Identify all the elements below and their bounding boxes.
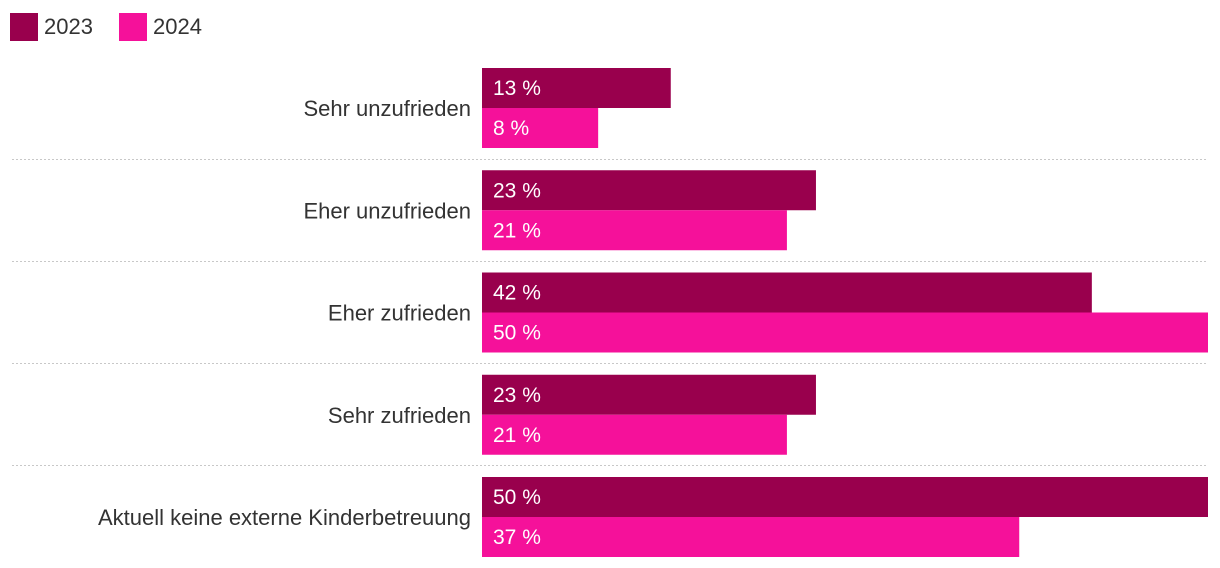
legend-label-2024: 2024 [153, 14, 202, 39]
category-label-eher-unzufrieden: Eher unzufrieden [303, 198, 471, 223]
bar-2023-aktuell-keine-externe-kinderbetreuung [482, 477, 1208, 517]
row-separators [12, 159, 1208, 466]
bar-label-2024-aktuell-keine-externe-kinderbetreuung: 37 % [493, 526, 541, 549]
bar-label-2024-eher-zufrieden: 50 % [493, 322, 541, 345]
bar-label-2024-sehr-zufrieden: 21 % [493, 424, 541, 447]
category-labels: Sehr unzufrieden Eher unzufrieden Eher zuf… [98, 96, 471, 530]
category-label-eher-zufrieden: Eher zufrieden [328, 301, 471, 326]
bars [482, 68, 1208, 557]
bar-label-2024-eher-unzufrieden: 21 % [493, 219, 541, 242]
legend-label-2023: 2023 [44, 14, 93, 39]
bar-label-2024-sehr-unzufrieden: 8 % [493, 117, 529, 140]
legend-swatch-2024 [119, 13, 147, 41]
bar-2023-sehr-zufrieden [482, 374, 816, 415]
bar-label-2023-aktuell-keine-externe-kinderbetreuung: 50 % [493, 486, 541, 509]
bar-2023-eher-unzufrieden [482, 170, 816, 211]
legend-swatch-2023 [10, 13, 38, 41]
bar-2024-eher-unzufrieden [482, 210, 787, 251]
bar-label-2023-eher-unzufrieden: 23 % [493, 179, 541, 202]
bar-label-2023-eher-zufrieden: 42 % [493, 282, 541, 305]
bar-2023-eher-zufrieden [482, 272, 1092, 313]
bar-value-labels: 13 % 8 % 23 % 21 % 42 % 50 % 23 % 21 % 50 % 37 % [493, 77, 541, 549]
category-label-sehr-unzufrieden: Sehr unzufrieden [303, 96, 471, 121]
bar-2023-sehr-unzufrieden [482, 68, 671, 108]
bar-2024-sehr-unzufrieden [482, 108, 599, 148]
bar-label-2023-sehr-zufrieden: 23 % [493, 384, 541, 407]
bar-2024-aktuell-keine-externe-kinderbetreuung [482, 517, 1020, 557]
legend: 2023 2024 [10, 13, 202, 41]
bar-label-2023-sehr-unzufrieden: 13 % [493, 77, 541, 100]
bar-2024-eher-zufrieden [482, 312, 1208, 353]
bar-2024-sehr-zufrieden [482, 414, 787, 455]
category-label-sehr-zufrieden: Sehr zufrieden [328, 403, 471, 428]
category-label-aktuell-keine-externe-kinderbetreuung: Aktuell keine externe Kinderbetreuung [98, 505, 471, 530]
